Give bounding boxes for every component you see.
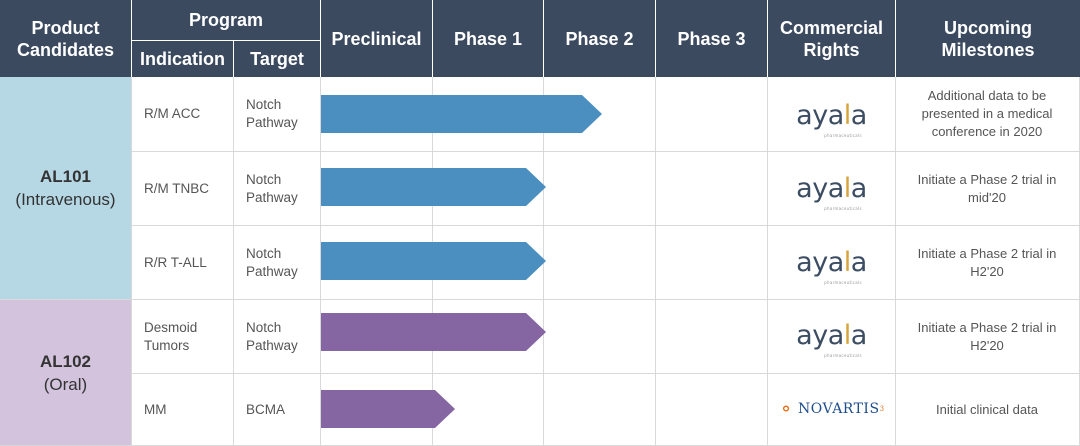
novartis-logo: ⚬ NOVARTIS 3 bbox=[778, 398, 885, 420]
candidate-al102: AL102 (Oral) bbox=[0, 300, 131, 446]
header-indication: Indication bbox=[132, 41, 233, 77]
row-milestone: Initiate a Phase 2 trial in mid'20 bbox=[917, 171, 1057, 205]
row-milestone: Initiate a Phase 2 trial in H2'20 bbox=[917, 245, 1057, 279]
candidate-name: AL102 bbox=[39, 352, 92, 371]
row-target: Notch Pathway bbox=[246, 319, 298, 353]
ayala-logo: ayala pharmaceuticals bbox=[796, 319, 867, 358]
candidate-route: (Intravenous) bbox=[15, 190, 116, 209]
candidate-name: AL101 bbox=[39, 167, 92, 186]
header-program: Program bbox=[132, 0, 320, 40]
phase-bar bbox=[321, 95, 602, 133]
row-milestone: Initiate a Phase 2 trial in H2'20 bbox=[917, 319, 1057, 353]
row-target: Notch Pathway bbox=[246, 171, 298, 205]
phase-bar bbox=[321, 168, 546, 206]
header-phase3: Phase 3 bbox=[656, 0, 767, 77]
header-target: Target bbox=[234, 41, 320, 77]
row-indication: Desmoid Tumors bbox=[144, 319, 198, 353]
header-product-candidates: Product Candidates bbox=[0, 0, 131, 77]
row-target: Notch Pathway bbox=[246, 245, 298, 279]
phase-bar bbox=[321, 390, 455, 428]
candidate-al101: AL101 (Intravenous) bbox=[0, 77, 131, 299]
ayala-logo: ayala pharmaceuticals bbox=[796, 99, 867, 138]
phase-bar bbox=[321, 313, 546, 351]
row-indication: R/M TNBC bbox=[144, 180, 210, 196]
row-target: Notch Pathway bbox=[246, 97, 298, 130]
header-phase1: Phase 1 bbox=[433, 0, 543, 77]
header-preclinical: Preclinical bbox=[321, 0, 432, 77]
row-indication: R/R T-ALL bbox=[144, 254, 207, 270]
phase-bar bbox=[321, 242, 546, 280]
header-commercial-rights: Commercial Rights bbox=[768, 0, 895, 77]
header-upcoming-milestones: Upcoming Milestones bbox=[896, 0, 1080, 77]
row-indication: R/M ACC bbox=[144, 106, 201, 121]
row-target: BCMA bbox=[246, 401, 286, 417]
candidate-route: (Oral) bbox=[43, 375, 88, 394]
row-milestone: Additional data to be presented in a med… bbox=[921, 88, 1053, 139]
novartis-flame-icon: ⚬ bbox=[778, 398, 795, 420]
ayala-logo: ayala pharmaceuticals bbox=[796, 246, 867, 285]
row-indication: MM bbox=[144, 401, 167, 417]
header-phase2: Phase 2 bbox=[544, 0, 655, 77]
ayala-logo: ayala pharmaceuticals bbox=[796, 172, 867, 211]
row-milestone: Initial clinical data bbox=[936, 401, 1038, 417]
